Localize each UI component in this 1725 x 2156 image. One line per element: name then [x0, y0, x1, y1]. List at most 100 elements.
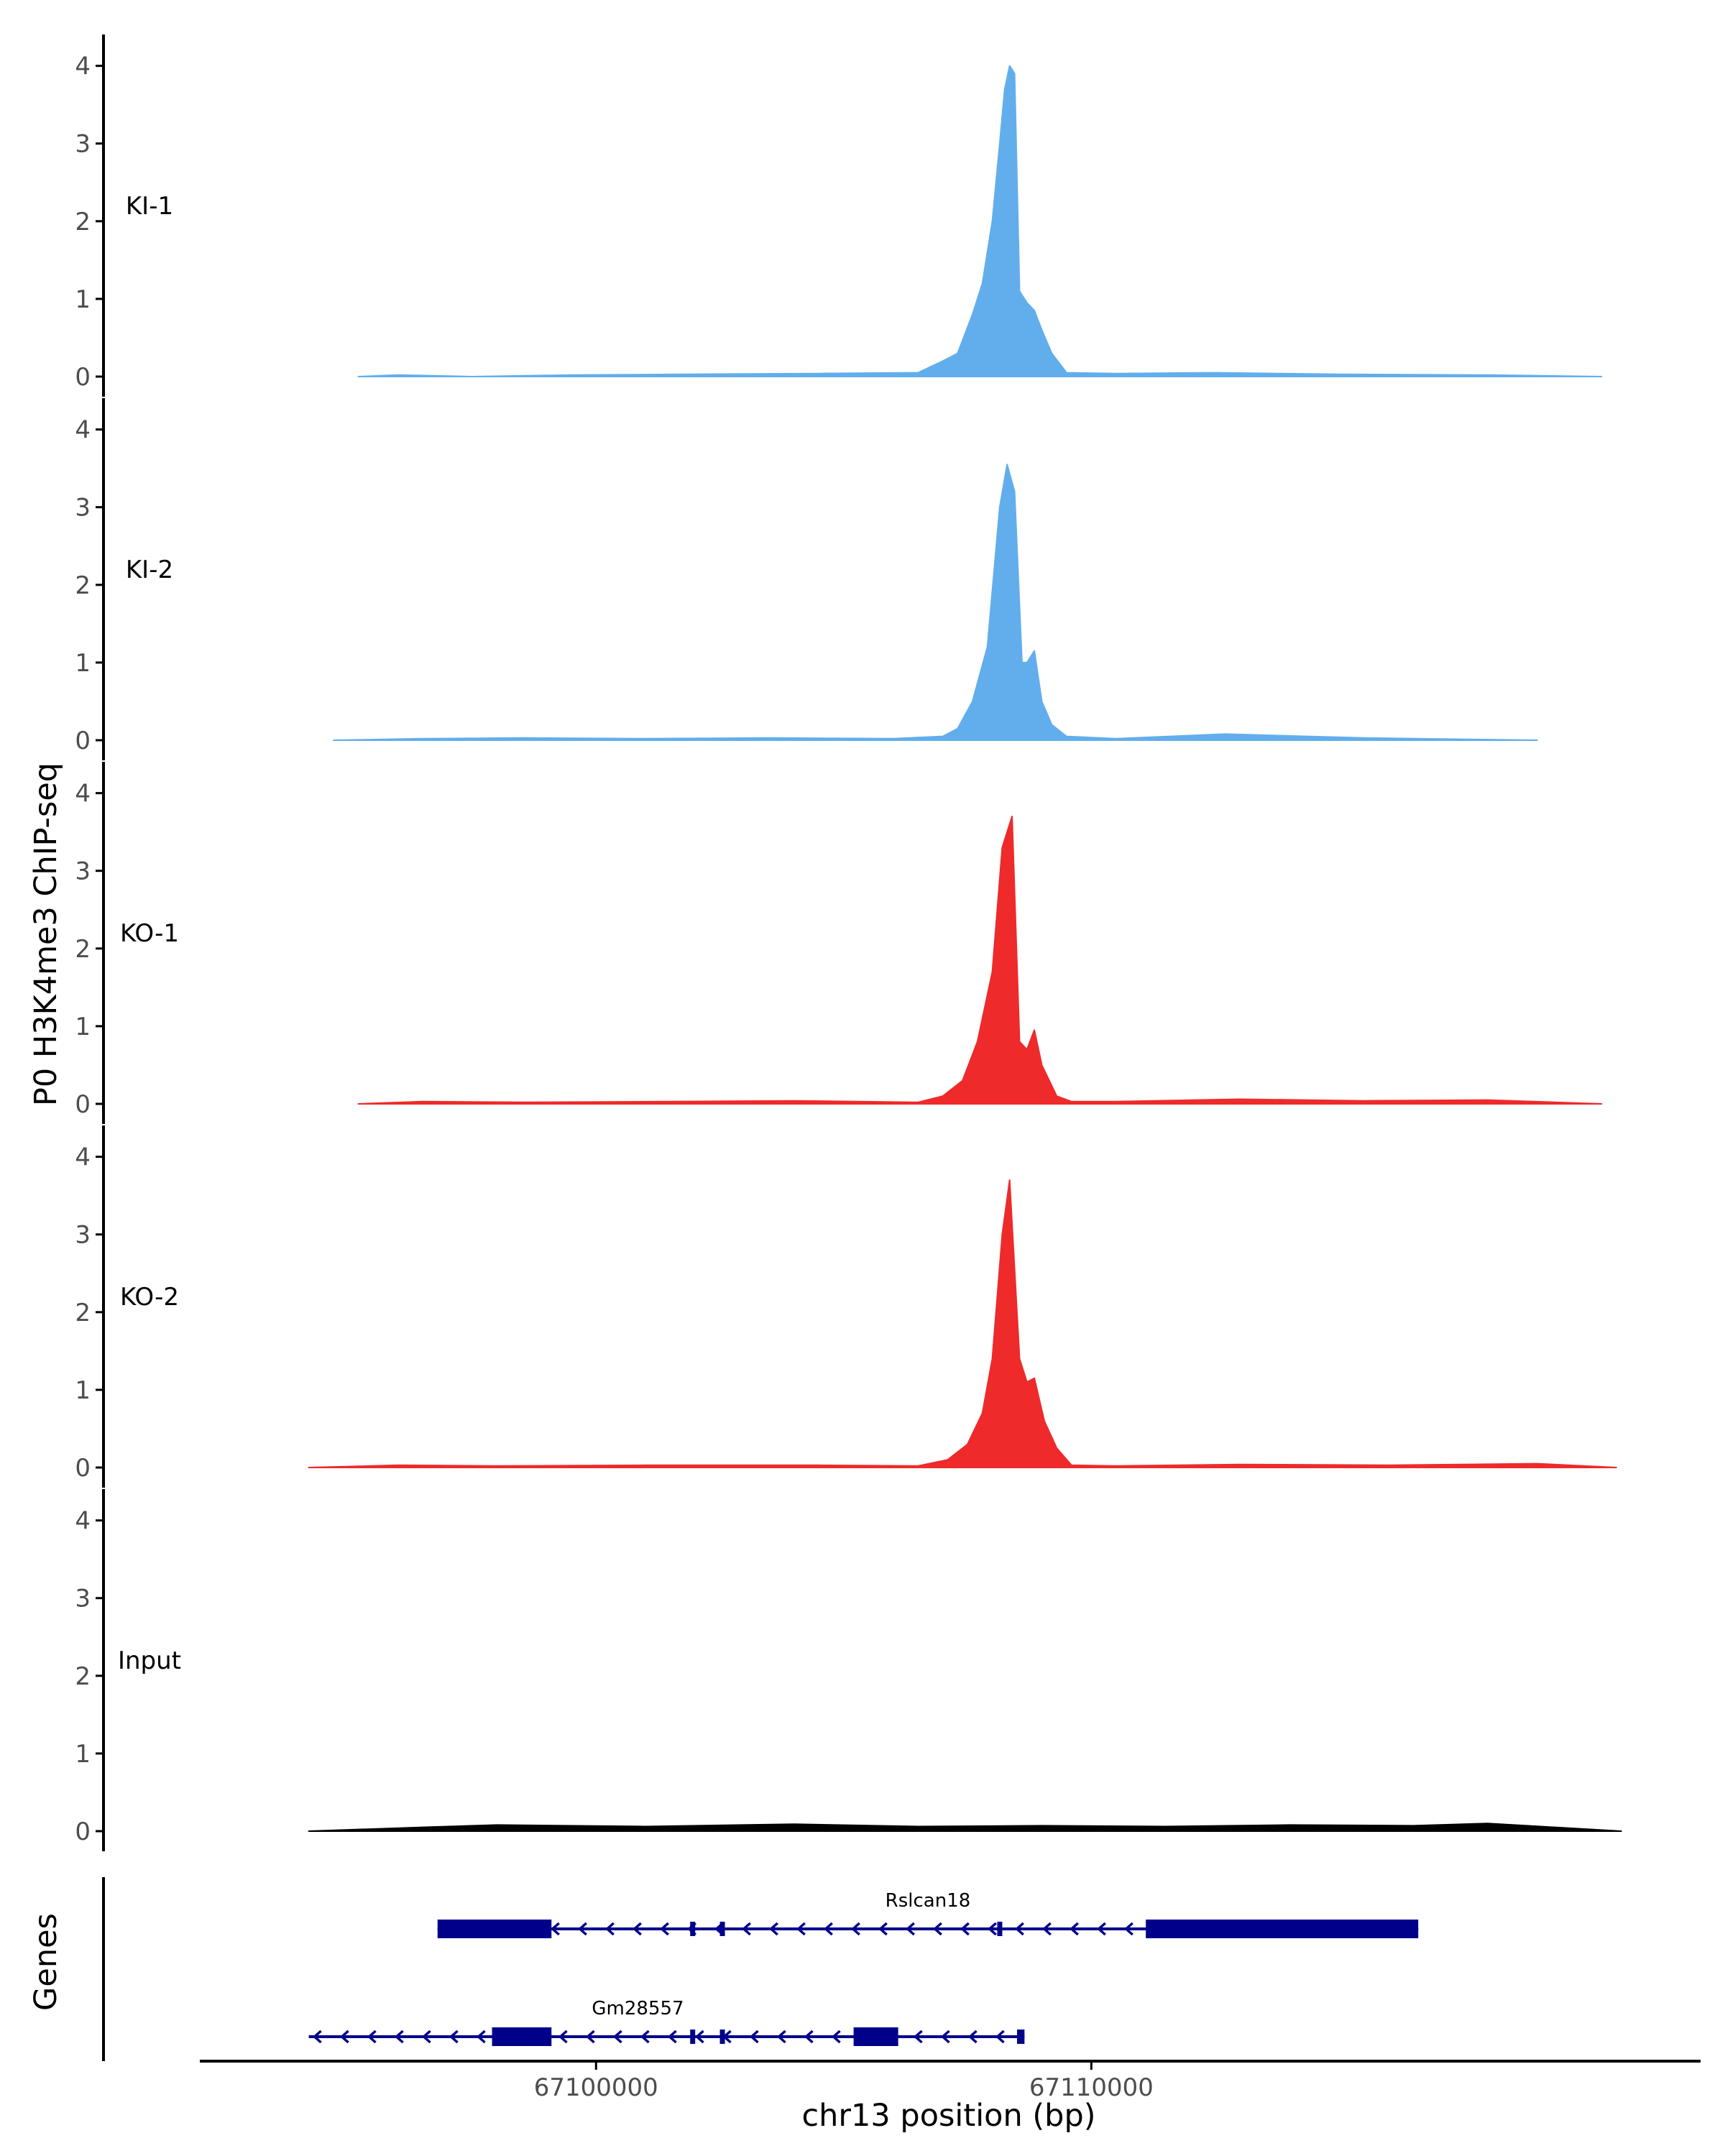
- strand-arrow-icon: [394, 2030, 404, 2044]
- x-axis: 67100000 67110000: [200, 2060, 1701, 2102]
- y-tick-label: 0: [75, 363, 91, 392]
- y-tick-label: 1: [75, 649, 91, 678]
- y-tick-label: 4: [75, 416, 91, 445]
- signal-area: [308, 1823, 1622, 1832]
- signal-area: [333, 464, 1538, 741]
- track-ko-2: 0 1 2 3 4 KO-2: [75, 1125, 1617, 1488]
- y-tick-label: 0: [75, 1818, 91, 1846]
- gene-exon: [492, 2027, 552, 2046]
- signal-tracks: 0 1 2 3 4 KI-1 0 1 2 3 4 KI-2 0 1 2 3 4 KO-1 0 1 2 3 4 KO-2 0 1 2 3…: [75, 34, 1622, 1851]
- y-tick-label: 4: [75, 52, 91, 81]
- strand-arrow-icon: [476, 2030, 486, 2044]
- gene-exon: [690, 2030, 696, 2044]
- y-tick-label: 1: [75, 1376, 91, 1405]
- track-label: KI-1: [126, 192, 173, 221]
- strand-arrow-icon: [421, 2030, 431, 2044]
- strand-arrow-icon: [660, 1922, 669, 1936]
- strand-arrow-icon: [906, 1922, 915, 1936]
- strand-arrow-icon: [831, 2030, 841, 2044]
- y-tick-label: 3: [75, 494, 91, 522]
- track-ki-2: 0 1 2 3 4 KI-2: [75, 398, 1538, 760]
- strand-arrow-icon: [913, 2030, 923, 2044]
- gene-gm28557: Gm28557: [308, 1998, 1025, 2046]
- gene-exon: [719, 1922, 725, 1936]
- strand-arrow-icon: [967, 2030, 978, 2044]
- gene-exon: [690, 1922, 696, 1936]
- strand-arrow-icon: [367, 2030, 377, 2044]
- y-tick-label: 3: [75, 1585, 91, 1613]
- gene-label: Rslcan18: [886, 1890, 971, 1912]
- y-tick-label: 4: [75, 780, 91, 808]
- genes-axis-title: Genes: [28, 1913, 64, 2011]
- strand-arrow-icon: [933, 1922, 942, 1936]
- x-tick-label: 67110000: [1029, 2073, 1154, 2102]
- y-tick-label: 4: [75, 1143, 91, 1172]
- strand-arrow-icon: [312, 2030, 322, 2044]
- track-input: 0 1 2 3 4 Input: [75, 1489, 1622, 1851]
- strand-arrow-icon: [776, 2030, 786, 2044]
- strand-arrow-icon: [851, 1922, 860, 1936]
- y-tick-label: 2: [75, 1662, 91, 1691]
- strand-arrow-icon: [551, 1922, 560, 1936]
- strand-arrow-icon: [824, 1922, 833, 1936]
- signal-area: [357, 816, 1603, 1105]
- strand-arrow-icon: [1124, 1922, 1133, 1936]
- track-label: Input: [118, 1646, 181, 1675]
- strand-arrow-icon: [940, 2030, 950, 2044]
- gene-label: Gm28557: [592, 1998, 684, 2019]
- y-tick-label: 2: [75, 935, 91, 964]
- y-tick-label: 2: [75, 1299, 91, 1327]
- x-tick-label: 67100000: [534, 2073, 658, 2102]
- strand-arrow-icon: [878, 1922, 888, 1936]
- gene-exon: [997, 1922, 1003, 1936]
- gene-exon: [1017, 2030, 1025, 2044]
- strand-arrow-icon: [988, 1922, 997, 1936]
- strand-arrow-icon: [960, 1922, 970, 1936]
- track-ki-1: 0 1 2 3 4 KI-1: [75, 34, 1603, 397]
- y-tick-label: 3: [75, 130, 91, 159]
- strand-arrow-icon: [1042, 1922, 1052, 1936]
- y-tick-label: 0: [75, 727, 91, 755]
- strand-arrow-icon: [448, 2030, 459, 2044]
- strand-arrow-icon: [1097, 1922, 1106, 1936]
- strand-arrow-icon: [558, 2030, 568, 2044]
- y-tick-label: 1: [75, 1740, 91, 1769]
- y-tick-label: 1: [75, 285, 91, 314]
- y-tick-label: 4: [75, 1507, 91, 1536]
- gene-exon: [437, 1920, 552, 1938]
- gene-exon: [719, 2030, 725, 2044]
- strand-arrow-icon: [742, 1922, 751, 1936]
- strand-arrow-icon: [640, 2030, 650, 2044]
- strand-arrow-icon: [796, 1922, 806, 1936]
- track-ko-1: 0 1 2 3 4 KO-1: [75, 762, 1603, 1124]
- strand-arrow-icon: [667, 2030, 677, 2044]
- strand-arrow-icon: [804, 2030, 814, 2044]
- y-tick-label: 3: [75, 857, 91, 886]
- y-tick-label: 0: [75, 1090, 91, 1119]
- y-tick-label: 0: [75, 1454, 91, 1483]
- signal-area: [308, 1179, 1617, 1468]
- strand-arrow-icon: [339, 2030, 349, 2044]
- strand-arrow-icon: [995, 2030, 1005, 2044]
- strand-arrow-icon: [578, 1922, 587, 1936]
- strand-arrow-icon: [1015, 1922, 1024, 1936]
- y-tick-label: 2: [75, 208, 91, 236]
- track-label: KO-2: [120, 1283, 179, 1312]
- gene-rslcan18: Rslcan18: [437, 1890, 1419, 1938]
- strand-arrow-icon: [749, 2030, 759, 2044]
- y-tick-label: 2: [75, 571, 91, 600]
- strand-arrow-icon: [1070, 1922, 1079, 1936]
- gene-exon: [853, 2027, 898, 2046]
- y-axis-title: P0 H3K4me3 ChIP-seq: [28, 763, 64, 1106]
- y-tick-label: 1: [75, 1013, 91, 1041]
- strand-arrow-icon: [612, 2030, 622, 2044]
- gene-exon: [1146, 1920, 1419, 1938]
- signal-area: [357, 65, 1603, 377]
- strand-arrow-icon: [585, 2030, 595, 2044]
- y-tick-label: 3: [75, 1221, 91, 1250]
- track-label: KI-2: [126, 556, 173, 584]
- x-axis-title: chr13 position (bp): [801, 2098, 1095, 2134]
- gene-annotation-track: Rslcan18 Gm28557: [102, 1877, 1419, 2061]
- strand-arrow-icon: [632, 1922, 642, 1936]
